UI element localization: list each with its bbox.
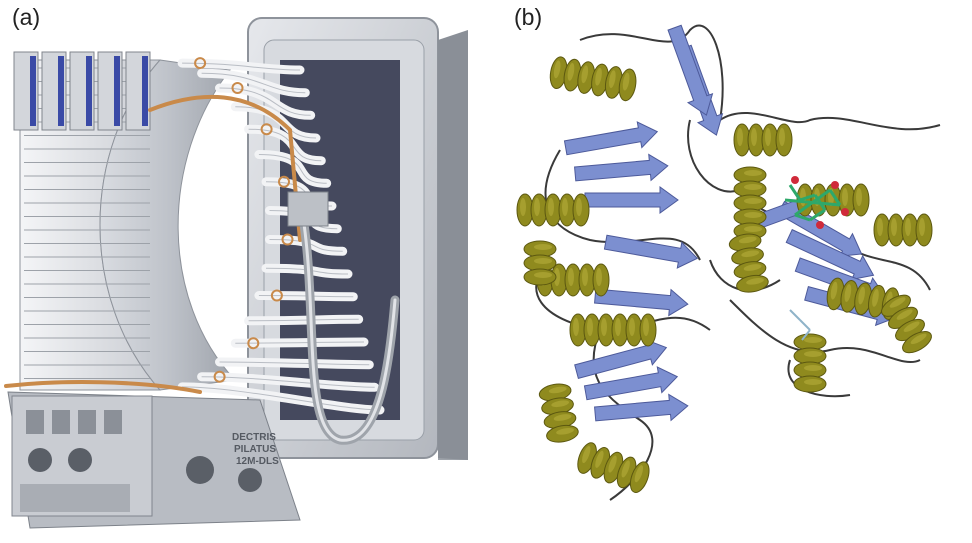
detector-illustration: DECTRIS PILATUS 12M-DLS xyxy=(4,17,468,529)
panel-a: DECTRIS PILATUS 12M-DLS (a) xyxy=(4,4,468,529)
panel-label-a: (a) xyxy=(12,4,41,30)
junction-box xyxy=(287,191,329,227)
model-badge: DECTRIS PILATUS 12M-DLS xyxy=(232,432,279,467)
panel-label-b: (b) xyxy=(514,4,543,30)
alpha-helices xyxy=(516,56,933,493)
svg-text:PILATUS: PILATUS xyxy=(234,444,276,455)
svg-text:DECTRIS: DECTRIS xyxy=(232,432,276,443)
svg-text:12M-DLS: 12M-DLS xyxy=(236,456,279,467)
ligand-sticks xyxy=(784,176,849,341)
top-modules xyxy=(13,51,151,131)
detector-arc xyxy=(19,59,237,391)
panel-b: (b) xyxy=(490,0,972,543)
base-block xyxy=(7,391,301,529)
protein-ribbon-illustration xyxy=(516,24,941,501)
copper-tubes xyxy=(4,94,302,394)
